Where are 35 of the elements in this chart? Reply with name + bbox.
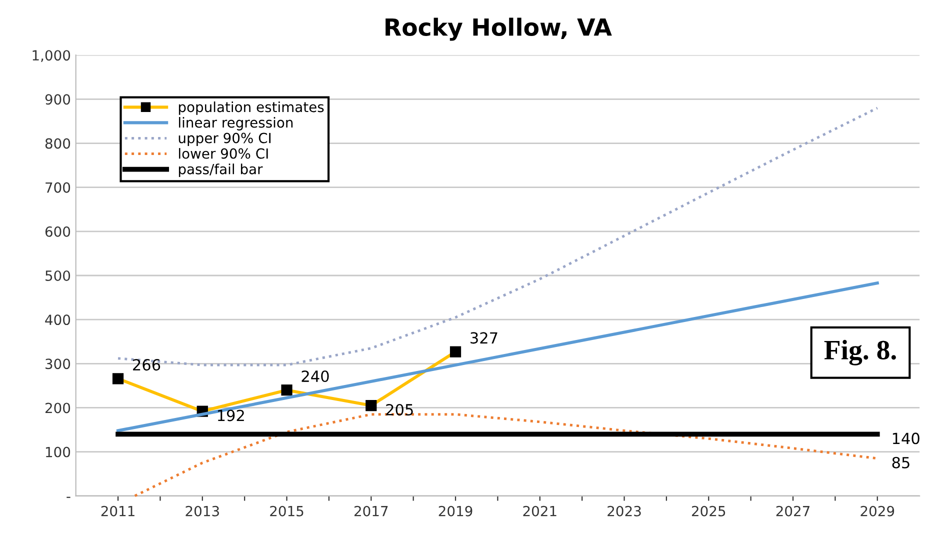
y-tick-label: 700 <box>46 182 70 193</box>
x-tick-label: 2015 <box>270 506 304 516</box>
data-label: 240 <box>302 370 329 382</box>
y-tick-label: 600 <box>45 226 70 237</box>
data-label: 140 <box>892 432 920 444</box>
y-tick-label: 1,000 <box>32 50 70 62</box>
y-tick-label: 800 <box>45 138 70 149</box>
x-tick-label: 2013 <box>186 506 219 516</box>
data-label: 266 <box>133 359 160 371</box>
y-tick-label: 900 <box>45 94 70 105</box>
y-tick-label: 300 <box>46 358 70 370</box>
legend-label: linear regression <box>179 117 293 130</box>
y-tick-label: 500 <box>46 270 70 281</box>
x-tick-label: 2027 <box>776 506 810 516</box>
x-tick-label: 2019 <box>438 506 472 516</box>
x-tick-label: 2025 <box>692 506 726 516</box>
legend-label: lower 90% CI <box>179 148 268 159</box>
y-tick-label: 200 <box>45 402 70 414</box>
y-tick-label: 100 <box>46 446 70 458</box>
x-tick-label: 2023 <box>608 506 641 516</box>
annotation: Fig. 8. <box>824 340 896 366</box>
data-label: 205 <box>386 404 413 416</box>
legend-label: population estimates <box>178 101 324 115</box>
data-label: 327 <box>470 332 498 344</box>
x-tick-label: 2021 <box>523 506 556 516</box>
data-label: 85 <box>892 456 910 468</box>
x-tick-label: 2011 <box>101 506 134 516</box>
x-tick-label: 2029 <box>860 506 894 516</box>
chart-title: Rocky Hollow, VA <box>386 18 612 41</box>
x-tick-label: 2017 <box>354 506 388 516</box>
y-tick-label: 400 <box>45 314 70 326</box>
data-label: 192 <box>218 410 244 422</box>
legend-label: pass/fail bar <box>178 164 263 178</box>
y-tick-label: - <box>66 496 70 498</box>
legend-label: upper 90% CI <box>178 132 271 146</box>
